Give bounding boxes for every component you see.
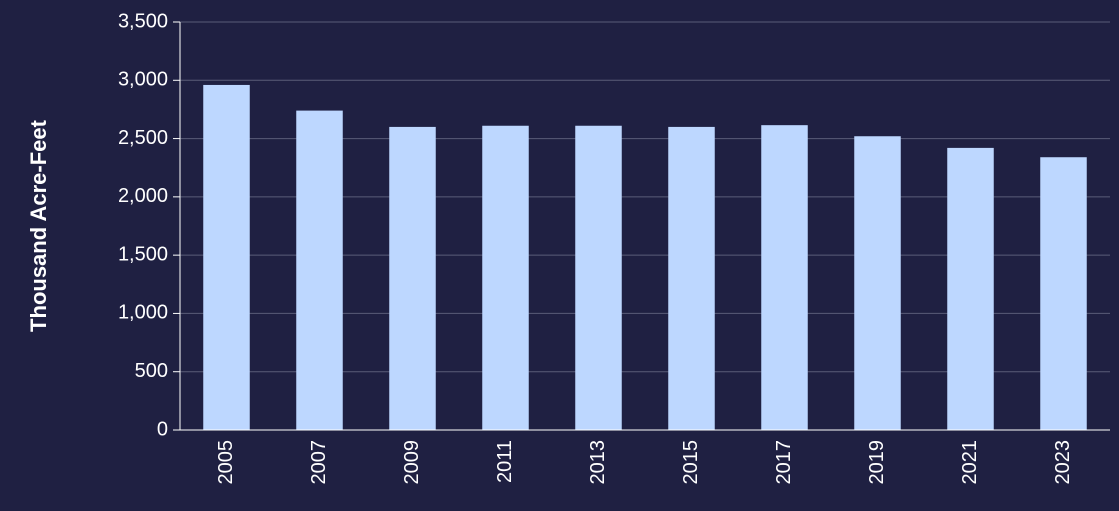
x-tick-label: 2013 — [587, 440, 609, 485]
y-tick-label: 2,000 — [118, 185, 168, 207]
bar — [854, 136, 901, 431]
bar — [761, 125, 808, 430]
bar — [1040, 157, 1087, 431]
x-tick-label: 2021 — [959, 440, 981, 485]
y-tick-label: 500 — [135, 360, 168, 382]
y-axis-label: Thousand Acre-Feet — [26, 119, 51, 332]
bar — [203, 84, 250, 430]
bar — [575, 125, 622, 431]
x-tick-label: 2023 — [1052, 440, 1074, 485]
x-tick-label: 2015 — [680, 440, 702, 485]
x-tick-label: 2017 — [773, 440, 795, 485]
y-tick-label: 2,500 — [118, 127, 168, 149]
y-tick-label: 3,500 — [118, 10, 168, 32]
bar — [482, 125, 529, 431]
x-tick-label: 2019 — [866, 440, 888, 485]
x-tick-label: 2011 — [494, 440, 516, 483]
y-tick-label: 1,000 — [118, 302, 168, 324]
y-tick-label: 0 — [157, 418, 168, 440]
y-tick-label: 1,500 — [118, 243, 168, 265]
bar — [389, 126, 436, 431]
y-tick-label: 3,000 — [118, 69, 168, 91]
x-tick-label: 2009 — [401, 440, 423, 485]
bar — [668, 126, 715, 431]
bar — [947, 147, 994, 430]
bar — [296, 110, 343, 430]
x-tick-label: 2005 — [215, 440, 237, 485]
x-tick-label: 2007 — [308, 440, 330, 485]
